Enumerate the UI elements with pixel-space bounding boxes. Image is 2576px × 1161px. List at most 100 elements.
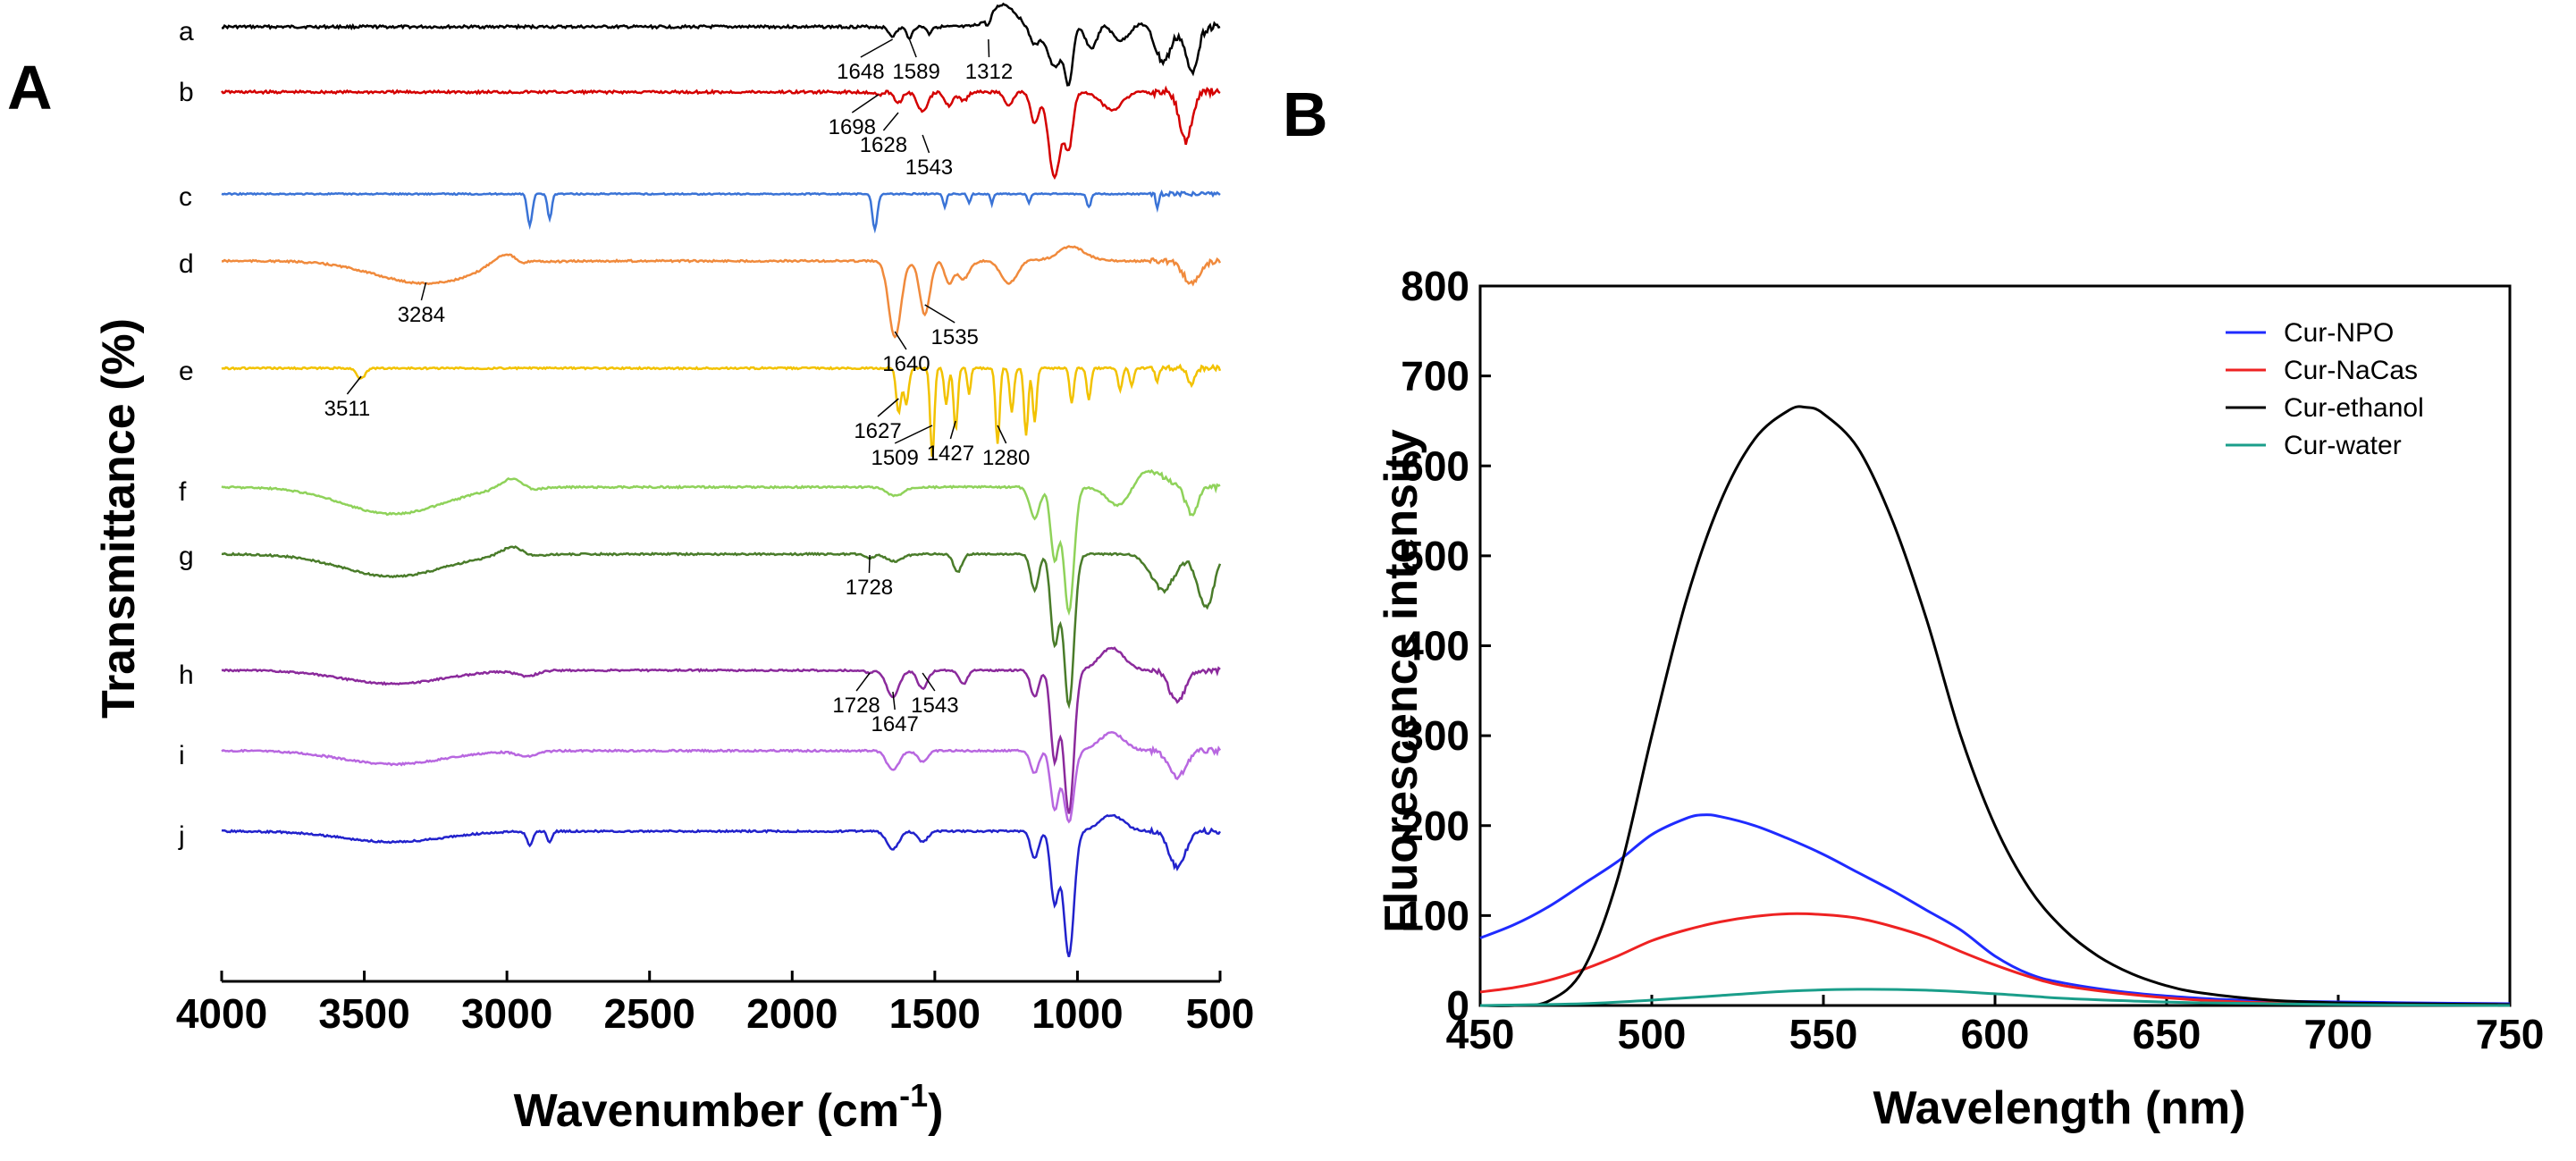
- panel-b-x-tick-label: 650: [2133, 1011, 2201, 1057]
- panel-b-x-tick-label: 750: [2476, 1011, 2545, 1057]
- panel-b-x-tick-label: 700: [2304, 1011, 2373, 1057]
- panel-b-x-tick-label: 550: [1789, 1011, 1858, 1057]
- panel-b-y-tick-label: 700: [1401, 353, 1469, 400]
- panel-a-x-axis-title-sup: -1: [899, 1077, 928, 1114]
- series-line-cur-npo: [1479, 813, 2511, 1005]
- peak-label-h-1728: 1728: [832, 694, 880, 718]
- peak-label-b-1628: 1628: [860, 133, 907, 157]
- panel-b-series-lines: [1479, 405, 2511, 1007]
- spectrum-line-g: [221, 545, 1222, 710]
- panel-b-y-tick-label: 500: [1401, 533, 1469, 579]
- peak-arrow: [949, 420, 956, 440]
- peak-label-g-1728: 1728: [846, 576, 893, 600]
- spectrum-line-h: [221, 646, 1221, 814]
- peak-arrow: [877, 398, 899, 417]
- trace-label-e: e: [179, 357, 194, 386]
- panel-a-x-tick-label: 1500: [889, 990, 981, 1037]
- peak-label-b-1698: 1698: [829, 115, 876, 139]
- peak-arrow: [855, 672, 871, 692]
- panel-b-x-tick-label: 450: [1446, 1011, 1515, 1057]
- peak-label-d-1535: 1535: [931, 325, 979, 349]
- panel-a-y-axis-title: Transmittance (%): [93, 318, 145, 719]
- peak-label-d-1640: 1640: [882, 352, 930, 376]
- panel-a: A Transmittance (%) Wavenumber (cm-1) 40…: [7, 2, 1255, 1137]
- legend-label-cur-npo: Cur-NPO: [2284, 318, 2394, 348]
- peak-arrow: [420, 282, 427, 301]
- legend-label-cur-ethanol: Cur-ethanol: [2284, 393, 2424, 423]
- peak-arrow: [922, 134, 930, 154]
- panel-b-y-tick-label: 400: [1401, 623, 1469, 669]
- panel-b-ticks: 450 500 550 600 650 700 750 0 100 200 300 400 500 600…: [1401, 263, 2544, 1057]
- panel-a-x-tick-label: 4000: [176, 990, 267, 1037]
- panel-a-x-tick-label: 2500: [604, 990, 695, 1037]
- panel-a-x-tick-label: 3500: [318, 990, 409, 1037]
- peak-label-e-3511: 3511: [324, 397, 371, 421]
- panel-b-y-tick-label: 0: [1446, 982, 1469, 1029]
- panel-a-trace-letters: a b c d e f g h i j: [178, 17, 194, 851]
- panel-a-x-tick-label: 500: [1186, 990, 1255, 1037]
- peak-label-e-1427: 1427: [927, 442, 974, 466]
- panel-b-x-tick-label: 500: [1618, 1011, 1687, 1057]
- panel-a-letter: A: [7, 53, 53, 122]
- peak-arrow: [997, 425, 1007, 444]
- spectrum-line-c: [221, 189, 1221, 234]
- peak-label-e-1280: 1280: [982, 446, 1030, 470]
- spectrum-line-e: [221, 363, 1222, 458]
- spectrum-line-i: [221, 731, 1222, 824]
- peak-label-h-1647: 1647: [871, 712, 918, 736]
- panel-b-y-tick-label: 600: [1401, 442, 1469, 489]
- peak-arrow: [882, 112, 899, 131]
- peak-label-d-3284: 3284: [398, 303, 445, 327]
- panel-a-x-tick-label: 2000: [746, 990, 838, 1037]
- panel-b: B Fluorescence intensity Wavelength (nm)…: [1283, 80, 2544, 1134]
- peak-label-a-1648: 1648: [837, 60, 884, 84]
- panel-a-peak-annotations: 1648 1589 13121698162815433284153516403511…: [324, 38, 1030, 736]
- trace-label-d: d: [179, 249, 194, 279]
- trace-label-i: i: [179, 741, 185, 770]
- peak-arrow: [922, 672, 936, 692]
- peak-arrow: [868, 554, 871, 574]
- panel-b-legend: Cur-NPO Cur-NaCas Cur-ethanol Cur-water: [2226, 318, 2424, 460]
- spectrum-line-a: [221, 2, 1221, 87]
- peak-arrow: [346, 375, 362, 395]
- peak-label-b-1543: 1543: [905, 156, 953, 180]
- panel-b-y-axis-title: Fluorescence intensity: [1376, 429, 1427, 933]
- peak-arrow: [892, 691, 896, 711]
- spectrum-line-f: [221, 468, 1221, 617]
- trace-label-a: a: [179, 17, 194, 46]
- peak-label-e-1627: 1627: [854, 419, 901, 443]
- panel-a-traces: [221, 2, 1222, 957]
- panel-a-x-axis-title-close: ): [928, 1085, 943, 1137]
- peak-arrow: [860, 38, 893, 58]
- peak-label-a-1312: 1312: [965, 60, 1013, 84]
- trace-label-j: j: [178, 821, 185, 851]
- series-line-cur-water: [1479, 988, 2511, 1007]
- spectrum-line-d: [221, 245, 1222, 339]
- panel-b-y-tick-label: 300: [1401, 712, 1469, 759]
- trace-label-f: f: [179, 477, 187, 507]
- panel-a-x-tick-label: 1000: [1031, 990, 1123, 1037]
- peak-arrow: [894, 425, 933, 444]
- spectrum-line-j: [221, 813, 1222, 957]
- peak-label-a-1589: 1589: [892, 60, 939, 84]
- peak-arrow: [924, 304, 955, 324]
- trace-label-h: h: [179, 660, 194, 690]
- panel-b-letter: B: [1283, 80, 1328, 149]
- panel-b-y-tick-label: 200: [1401, 803, 1469, 849]
- series-line-cur-nacas: [1479, 912, 2511, 1006]
- spectrum-line-b: [221, 85, 1221, 181]
- peak-label-h-1543: 1543: [911, 694, 958, 718]
- panel-b-x-tick-label: 600: [1961, 1011, 2030, 1057]
- legend-label-cur-water: Cur-water: [2284, 431, 2402, 460]
- peak-arrow: [894, 331, 907, 350]
- peak-arrow: [908, 38, 917, 58]
- legend-label-cur-nacas: Cur-NaCas: [2284, 356, 2418, 385]
- peak-arrow: [851, 94, 880, 114]
- panel-a-x-ticks: 4000 3500 3000 2500 2000 1500 1000 500: [176, 971, 1255, 1037]
- trace-label-c: c: [179, 182, 192, 212]
- panel-a-x-axis-title: Wavenumber (cm-1): [514, 1077, 944, 1137]
- panel-a-x-axis-title-main: Wavenumber (cm: [514, 1085, 900, 1137]
- peak-label-e-1509: 1509: [871, 446, 918, 470]
- panel-b-y-tick-label: 100: [1401, 892, 1469, 938]
